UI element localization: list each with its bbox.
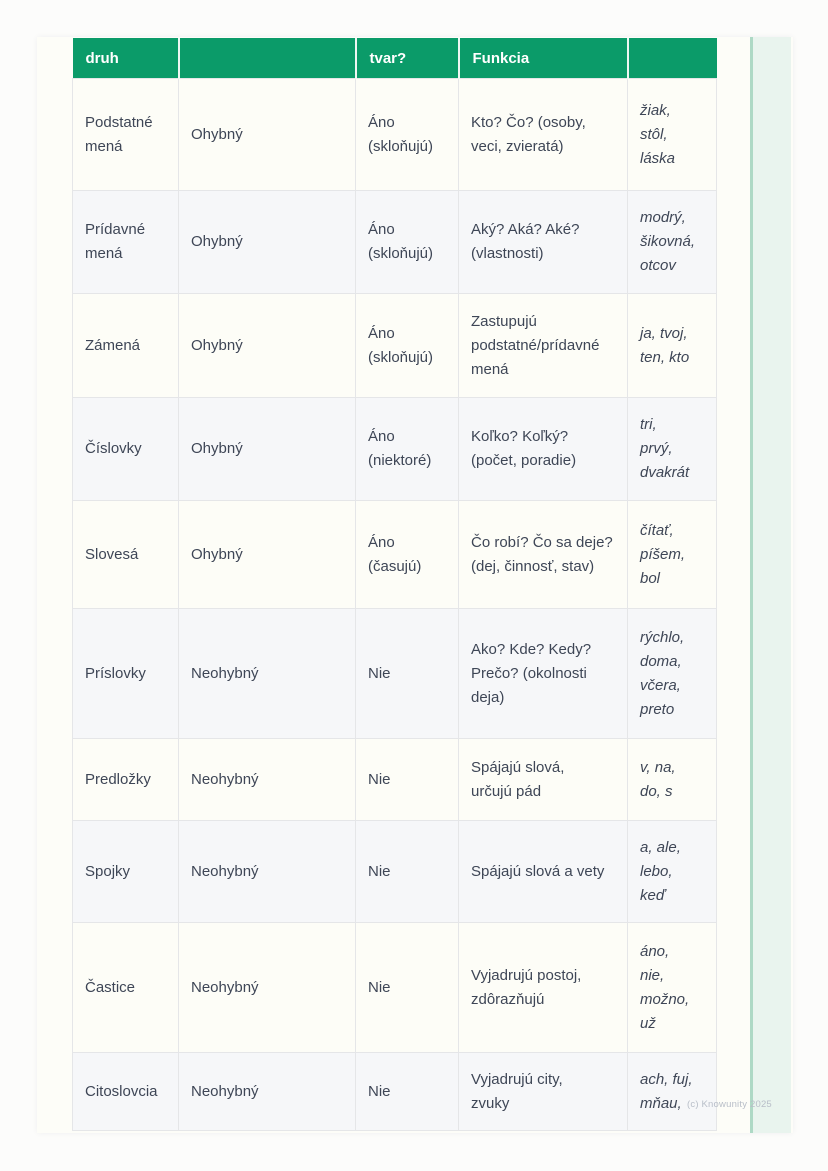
table-row: Podstatné mená Ohybný Áno (skloňujú) Kto? Č… <box>72 78 717 191</box>
header-cell-tvar: tvar? <box>355 38 460 79</box>
document-page: druh tvar? Funkcia Podstatné mená Ohybný Áno… <box>37 37 793 1133</box>
cell-priklady: tri, prvý, dvakrát <box>627 397 717 501</box>
cell-priklady: modrý, šikovná, otcov <box>627 190 717 294</box>
cell-funkcia: Spájajú slová, určujú pád <box>458 738 628 821</box>
cell-druh: Zámená <box>72 293 179 398</box>
cell-ohybnost: Neohybný <box>178 608 356 739</box>
cell-funkcia: Čo robí? Čo sa deje? (dej, činnosť, stav… <box>458 500 628 609</box>
cell-tvar: Nie <box>355 608 459 739</box>
cell-priklady: v, na, do, s <box>627 738 717 821</box>
cell-tvar: Nie <box>355 922 459 1053</box>
cell-druh: Príslovky <box>72 608 179 739</box>
cell-tvar: Áno (skloňujú) <box>355 78 459 191</box>
header-cell-ohybnost <box>178 38 357 79</box>
cell-druh: Predložky <box>72 738 179 821</box>
cell-priklady: čítať, píšem, bol <box>627 500 717 609</box>
cell-ohybnost: Neohybný <box>178 1052 356 1131</box>
cell-priklady: ja, tvoj, ten, kto <box>627 293 717 398</box>
cell-druh: Prídavné mená <box>72 190 179 294</box>
cell-ohybnost: Neohybný <box>178 738 356 821</box>
table-row: Zámená Ohybný Áno (skloňujú) Zastupujú pods… <box>72 293 717 398</box>
cell-priklady: ach, fuj, mňau, <box>627 1052 717 1131</box>
cell-tvar: Nie <box>355 738 459 821</box>
cell-ohybnost: Neohybný <box>178 922 356 1053</box>
table-row: Slovesá Ohybný Áno (časujú) Čo robí? Čo sa … <box>72 500 717 609</box>
cell-funkcia: Zastupujú podstatné/prídavné mená <box>458 293 628 398</box>
cell-priklady: a, ale, lebo, keď <box>627 820 717 923</box>
cell-druh: Slovesá <box>72 500 179 609</box>
table-row: Častice Neohybný Nie Vyjadrujú postoj, zdôr… <box>72 922 717 1053</box>
cell-druh: Častice <box>72 922 179 1053</box>
cell-tvar: Nie <box>355 820 459 923</box>
cell-druh: Podstatné mená <box>72 78 179 191</box>
cell-priklady: rýchlo, doma, včera, preto <box>627 608 717 739</box>
header-cell-funkcia: Funkcia <box>458 38 629 79</box>
cell-druh: Citoslovcia <box>72 1052 179 1131</box>
table-header-row: druh tvar? Funkcia <box>72 38 717 79</box>
cell-tvar: Áno (skloňujú) <box>355 293 459 398</box>
cell-funkcia: Spájajú slová a vety <box>458 820 628 923</box>
cell-ohybnost: Neohybný <box>178 820 356 923</box>
word-classes-table: druh tvar? Funkcia Podstatné mená Ohybný Áno… <box>72 38 717 1131</box>
table-row: Príslovky Neohybný Nie Ako? Kde? Kedy? Preč… <box>72 608 717 739</box>
cell-ohybnost: Ohybný <box>178 293 356 398</box>
cell-funkcia: Aký? Aká? Aké? (vlastnosti) <box>458 190 628 294</box>
cell-druh: Číslovky <box>72 397 179 501</box>
table-row: Spojky Neohybný Nie Spájajú slová a vety a, … <box>72 820 717 923</box>
cell-ohybnost: Ohybný <box>178 397 356 501</box>
cell-tvar: Áno (časujú) <box>355 500 459 609</box>
cell-funkcia: Vyjadrujú postoj, zdôrazňujú <box>458 922 628 1053</box>
cell-tvar: Áno (skloňujú) <box>355 190 459 294</box>
cell-druh: Spojky <box>72 820 179 923</box>
cell-funkcia: Ako? Kde? Kedy? Prečo? (okolnosti deja) <box>458 608 628 739</box>
cell-priklady: žiak, stôl, láska <box>627 78 717 191</box>
knowunity-watermark: (c) Knowunity 2025 <box>687 1099 772 1110</box>
cell-tvar: Nie <box>355 1052 459 1131</box>
header-cell-druh: druh <box>72 38 180 79</box>
cell-priklady: áno, nie, možno, už <box>627 922 717 1053</box>
page-edge-stripe <box>750 37 791 1133</box>
table-row: Prídavné mená Ohybný Áno (skloňujú) Aký? Ak… <box>72 190 717 294</box>
cell-funkcia: Vyjadrujú city, zvuky <box>458 1052 628 1131</box>
cell-tvar: Áno (niektoré) <box>355 397 459 501</box>
table-row: Citoslovcia Neohybný Nie Vyjadrujú city, zv… <box>72 1052 717 1131</box>
cell-ohybnost: Ohybný <box>178 190 356 294</box>
cell-funkcia: Koľko? Koľký? (počet, poradie) <box>458 397 628 501</box>
cell-ohybnost: Ohybný <box>178 500 356 609</box>
header-cell-priklady <box>627 38 717 79</box>
table-row: Predložky Neohybný Nie Spájajú slová, určuj… <box>72 738 717 821</box>
cell-ohybnost: Ohybný <box>178 78 356 191</box>
table-row: Číslovky Ohybný Áno (niektoré) Koľko? Koľký… <box>72 397 717 501</box>
cell-funkcia: Kto? Čo? (osoby, veci, zvieratá) <box>458 78 628 191</box>
